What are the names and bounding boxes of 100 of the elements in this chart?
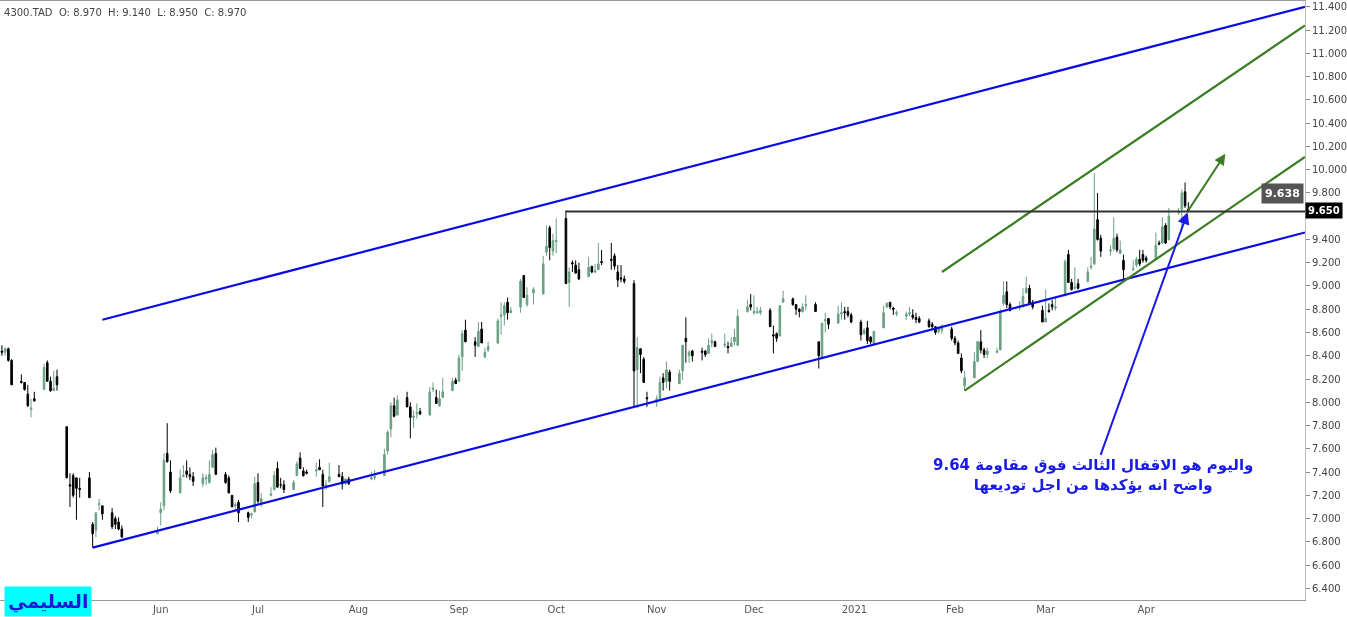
candlestick — [26, 384, 30, 408]
candlestick — [256, 472, 260, 504]
candlestick — [665, 361, 668, 389]
candlestick — [1183, 181, 1187, 209]
candlestick — [1005, 280, 1009, 309]
candlestick — [986, 347, 989, 359]
candlestick — [101, 505, 104, 521]
candlestick — [454, 377, 457, 385]
candlestick — [723, 333, 727, 349]
text: 4300.TAD O: 8.970 H: 9.140 L: 8.950 C: 8.970 — [4, 7, 247, 19]
candlestick — [522, 274, 526, 299]
candlestick — [781, 290, 785, 303]
candlestick — [661, 372, 665, 392]
candlestick — [1122, 254, 1125, 281]
y-tick-label: 7.200 — [1312, 489, 1341, 501]
candlestick — [1141, 249, 1145, 264]
candlestick — [1138, 249, 1141, 267]
candlestick — [1093, 172, 1096, 266]
candlestick — [843, 306, 846, 321]
candlestick — [1063, 258, 1067, 297]
candlestick — [859, 319, 863, 342]
y-tick-label: 7.000 — [1312, 513, 1341, 525]
y-tick-label: 6.600 — [1312, 559, 1341, 571]
candlestick — [840, 301, 843, 321]
candlestick — [963, 370, 966, 392]
candlestick — [798, 308, 801, 318]
y-tick-label: 10.200 — [1312, 140, 1347, 152]
candlestick — [817, 341, 821, 370]
candlestick — [33, 391, 36, 402]
candlestick — [577, 262, 581, 281]
candlestick — [295, 461, 299, 477]
candlestick — [804, 294, 808, 311]
candlestick — [201, 472, 205, 488]
candlestick — [227, 475, 231, 494]
candlestick — [55, 369, 59, 392]
candlestick — [908, 306, 911, 317]
candlestick — [292, 479, 295, 490]
candlestick — [373, 469, 376, 481]
candlestick — [1167, 207, 1171, 242]
candlestick — [91, 521, 94, 549]
y-tick-label: 7.400 — [1312, 466, 1341, 478]
candlestick — [827, 318, 830, 330]
x-tick-label: Nov — [646, 604, 667, 615]
y-tick-label: 8.800 — [1312, 303, 1341, 315]
y-tick-label: 9.000 — [1312, 280, 1341, 292]
candlestick — [814, 301, 817, 313]
candlestick — [554, 218, 558, 254]
candlestick — [778, 305, 782, 337]
candlestick — [600, 249, 603, 266]
candlestick — [862, 327, 866, 336]
candlestick — [587, 256, 590, 278]
candlestick — [681, 344, 684, 381]
candlestick — [700, 347, 704, 361]
x-tick-label: Jun — [151, 604, 169, 615]
candlestick — [3, 347, 7, 357]
candlestick — [1135, 256, 1138, 268]
candlestick — [253, 476, 257, 514]
candlestick — [1073, 266, 1077, 290]
candlestick — [191, 471, 195, 487]
y-tick-label: 10.800 — [1312, 71, 1347, 83]
candlestick — [635, 336, 639, 409]
y-tick-label: 8.000 — [1312, 396, 1341, 408]
candlestick — [29, 398, 33, 418]
candlestick — [836, 305, 840, 324]
candlestick — [684, 316, 688, 364]
x-tick-label: Apr — [1137, 604, 1156, 615]
candlestick — [746, 299, 749, 314]
candlestick — [1028, 284, 1031, 306]
candlestick — [571, 259, 574, 273]
candlestick — [519, 278, 522, 314]
candlestick — [305, 469, 308, 475]
candlestick — [178, 469, 182, 494]
candlestick — [545, 224, 548, 257]
candlestick — [823, 312, 827, 333]
candlestick — [541, 255, 545, 295]
candlestick — [707, 337, 710, 354]
candlestick — [428, 386, 432, 416]
candlestick — [704, 349, 707, 358]
x-tick-label: Dec — [744, 604, 764, 615]
candlestick — [597, 242, 600, 271]
candlestick — [759, 306, 762, 316]
candlestick — [1157, 240, 1161, 246]
candlestick — [156, 526, 159, 535]
candlestick — [532, 286, 535, 306]
candlestick — [736, 308, 740, 346]
y-tick-label: 11.000 — [1312, 47, 1347, 59]
candlestick — [272, 470, 276, 492]
y-tick-label: 10.000 — [1312, 164, 1347, 176]
x-tick-label: Mar — [1036, 604, 1056, 615]
candlestick — [911, 308, 915, 321]
candlestick — [564, 209, 568, 285]
candlestick — [1154, 231, 1158, 261]
candlestick — [52, 370, 56, 392]
candlestick — [276, 461, 279, 488]
candlestick — [94, 512, 98, 538]
candlestick — [548, 224, 552, 261]
candlestick — [506, 297, 509, 321]
candlestick — [246, 511, 250, 523]
candlestick — [0, 344, 4, 357]
candlestick — [110, 507, 114, 530]
